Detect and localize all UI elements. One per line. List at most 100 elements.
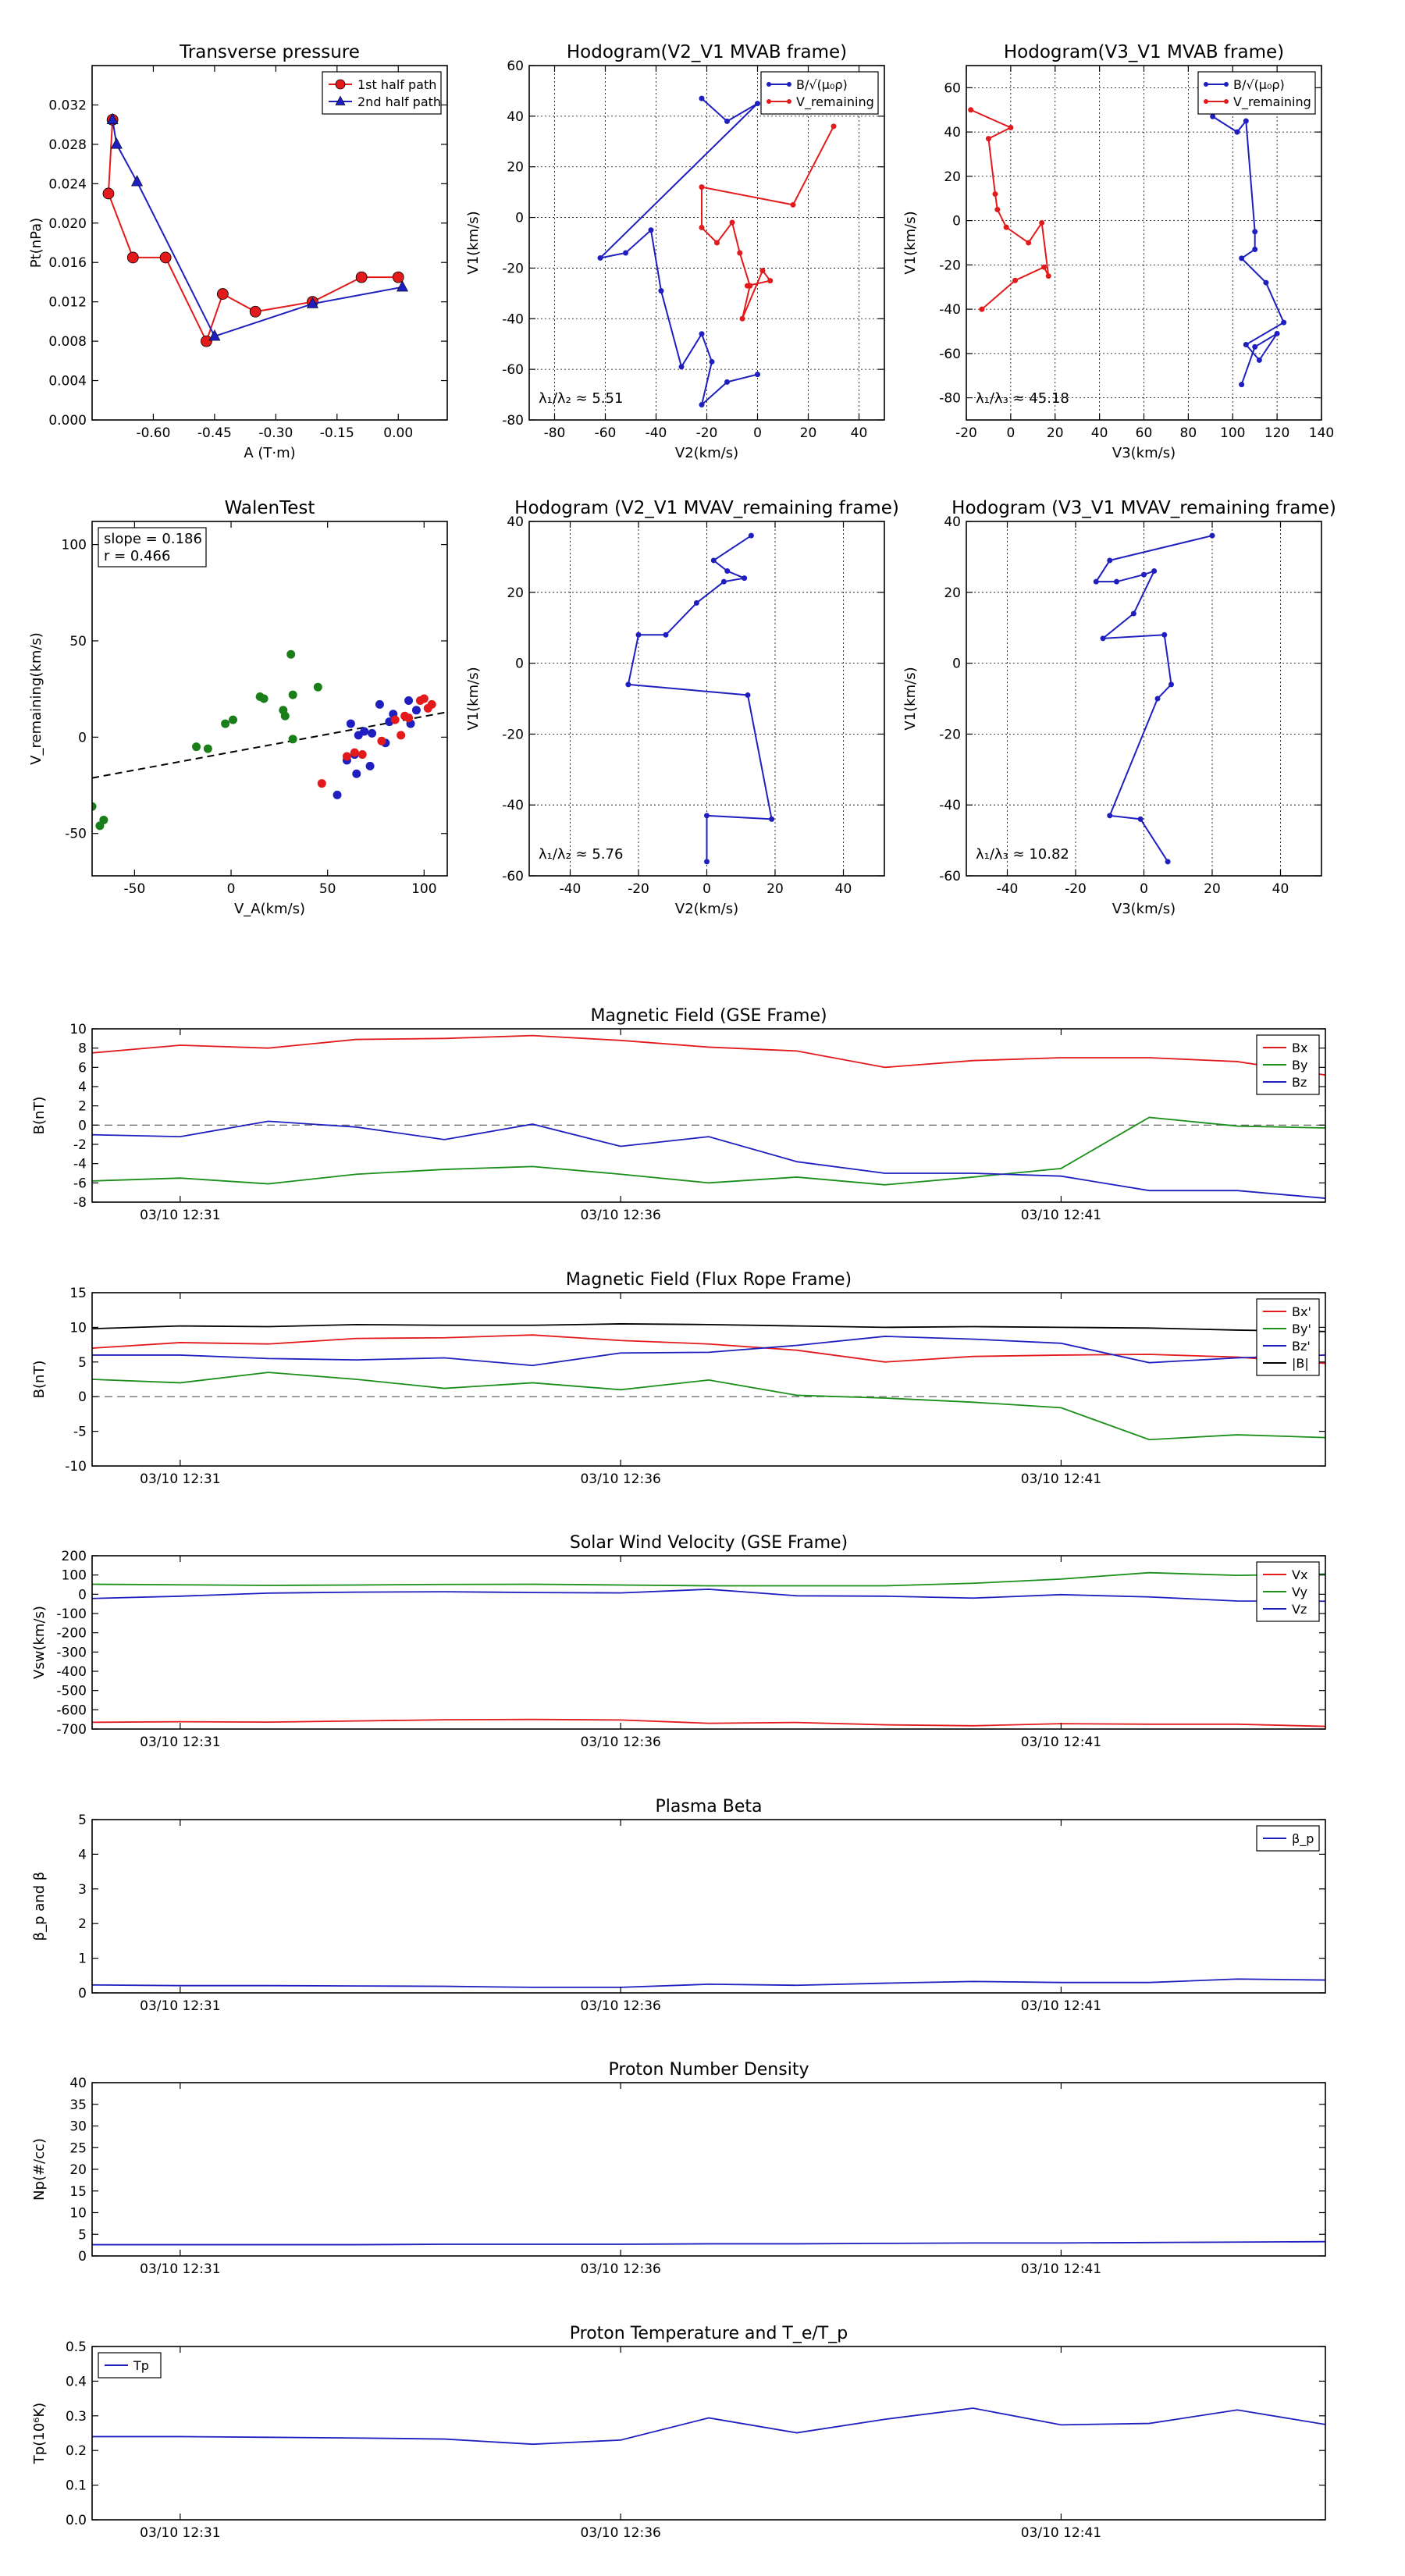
legend-marker	[767, 99, 771, 104]
plot-area	[92, 1571, 1325, 1727]
chart-h4: Hodogram (V3_V1 MVAV_remaining frame) -40…	[902, 498, 1336, 917]
series-line	[92, 2240, 1325, 2246]
data-point	[597, 254, 603, 261]
scatter-point	[357, 750, 367, 760]
legend-label: Bx'	[1292, 1304, 1311, 1319]
data-point	[335, 95, 346, 105]
y-tick-label: 60	[944, 80, 961, 96]
x-tick-label: 03/10 12:41	[1021, 1208, 1101, 1223]
data-point	[714, 240, 720, 246]
y-tick-label: 0	[78, 2249, 87, 2265]
data-point	[724, 118, 730, 124]
data-point	[1239, 255, 1245, 262]
data-point	[790, 201, 796, 208]
x-tick-label: -20	[628, 881, 649, 897]
series-line	[92, 1589, 1325, 1603]
y-tick-label: 0	[952, 656, 961, 672]
data-point	[759, 268, 766, 274]
series-line	[92, 1334, 1325, 1364]
x-tick-label: -20	[1065, 881, 1087, 897]
series--p	[92, 1978, 1325, 1988]
y-tick-label: 4	[78, 1847, 87, 1863]
chart-title: Proton Temperature and T_e/T_p	[570, 2324, 848, 2343]
legend-label: 1st half path	[357, 77, 436, 92]
y-tick-label: -200	[56, 1626, 87, 1642]
plot-frame	[91, 1819, 1326, 1994]
x-axis-label: V2(km/s)	[675, 445, 738, 461]
y-tick-label: 0	[78, 1587, 87, 1603]
chart-walen: WalenTest -50 0 50 100 -50 0 50 100 V_A(km/s) V_re…	[28, 498, 448, 917]
y-tick-label: 40	[507, 109, 524, 125]
x-tick-label: 60	[1136, 425, 1153, 441]
y-tick-label: 1	[78, 1952, 87, 1967]
y-tick-label: 5	[78, 1355, 87, 1371]
scatter-point	[288, 735, 297, 744]
legend-label: β_p	[1292, 1831, 1314, 1847]
x-tick-label: 50	[319, 881, 336, 897]
scatter-point	[365, 761, 375, 770]
y-tick-label: 50	[69, 634, 87, 649]
x-tick-label: -80	[544, 425, 566, 441]
y-axis-label: B(nT)	[31, 1097, 48, 1135]
x-tick-label: 0	[227, 881, 236, 897]
legend-label: Vx	[1292, 1567, 1307, 1582]
x-tick-label: 20	[800, 425, 817, 441]
data-point	[110, 137, 123, 149]
series-by-	[92, 1372, 1325, 1441]
y-tick-label: -60	[502, 362, 524, 378]
data-point	[249, 305, 261, 318]
y-tick-label: 20	[69, 2162, 87, 2178]
data-point	[699, 95, 705, 101]
y-tick-label: -8	[73, 1195, 87, 1211]
scatter-point	[342, 752, 351, 761]
legend-label: V_remaining	[1233, 94, 1311, 110]
scatter-point	[404, 713, 414, 723]
plot-area	[92, 1323, 1325, 1441]
scatter-point	[404, 696, 414, 705]
y-tick-label: 20	[507, 160, 524, 176]
scatter-point	[350, 748, 359, 757]
legend-marker	[787, 82, 791, 87]
scatter-point	[360, 727, 369, 736]
x-tick-label: 40	[1272, 881, 1289, 897]
y-tick-label: 0.012	[48, 295, 87, 311]
series-line	[627, 535, 773, 862]
scatter-point	[313, 682, 322, 692]
y-tick-label: 200	[62, 1549, 87, 1564]
y-tick-label: 8	[78, 1041, 87, 1057]
x-tick-label: 03/10 12:31	[140, 2525, 220, 2541]
y-tick-label: 100	[62, 1568, 87, 1584]
plot-area	[92, 649, 447, 831]
legend-label: B/√(μ₀ρ)	[796, 77, 848, 92]
x-tick-label: 03/10 12:36	[580, 1998, 660, 2014]
y-tick-label: -50	[65, 827, 87, 842]
chart-vsw: Solar Wind Velocity (GSE Frame) 03/10 12:…	[31, 1533, 1326, 1750]
legend-label: 2nd half path	[357, 94, 441, 109]
scatter-point	[288, 690, 297, 699]
x-tick-label: 40	[835, 881, 852, 897]
y-axis-label: V1(km/s)	[465, 667, 482, 730]
y-tick-label: -60	[939, 347, 961, 362]
scatter-point	[317, 779, 326, 788]
series-line	[92, 1034, 1325, 1076]
series-vx	[92, 1718, 1325, 1727]
chart-beta: Plasma Beta 03/10 12:31 03/10 12:36 03/10 1…	[31, 1797, 1326, 2014]
data-point	[704, 859, 710, 865]
y-tick-label: 0.016	[48, 255, 87, 271]
y-tick-label: 2	[78, 1099, 87, 1115]
data-point	[1130, 610, 1136, 617]
data-point	[1026, 240, 1032, 246]
data-point	[306, 297, 318, 308]
data-point	[1165, 859, 1171, 865]
x-tick-label: -50	[124, 881, 146, 897]
legend-label: Tp	[133, 2358, 149, 2373]
x-axis-label: V_A(km/s)	[234, 901, 305, 917]
annotation-text: λ₁/λ₂ ≈ 5.76	[539, 846, 623, 863]
scatter-point	[375, 699, 384, 709]
x-tick-label: 03/10 12:36	[580, 1208, 660, 1223]
chart-mag_gse: Magnetic Field (GSE Frame) 03/10 12:31 03/…	[31, 1006, 1326, 1223]
series-line	[701, 126, 834, 319]
x-tick-label: 03/10 12:31	[140, 1208, 220, 1223]
series--b-	[92, 1323, 1325, 1332]
